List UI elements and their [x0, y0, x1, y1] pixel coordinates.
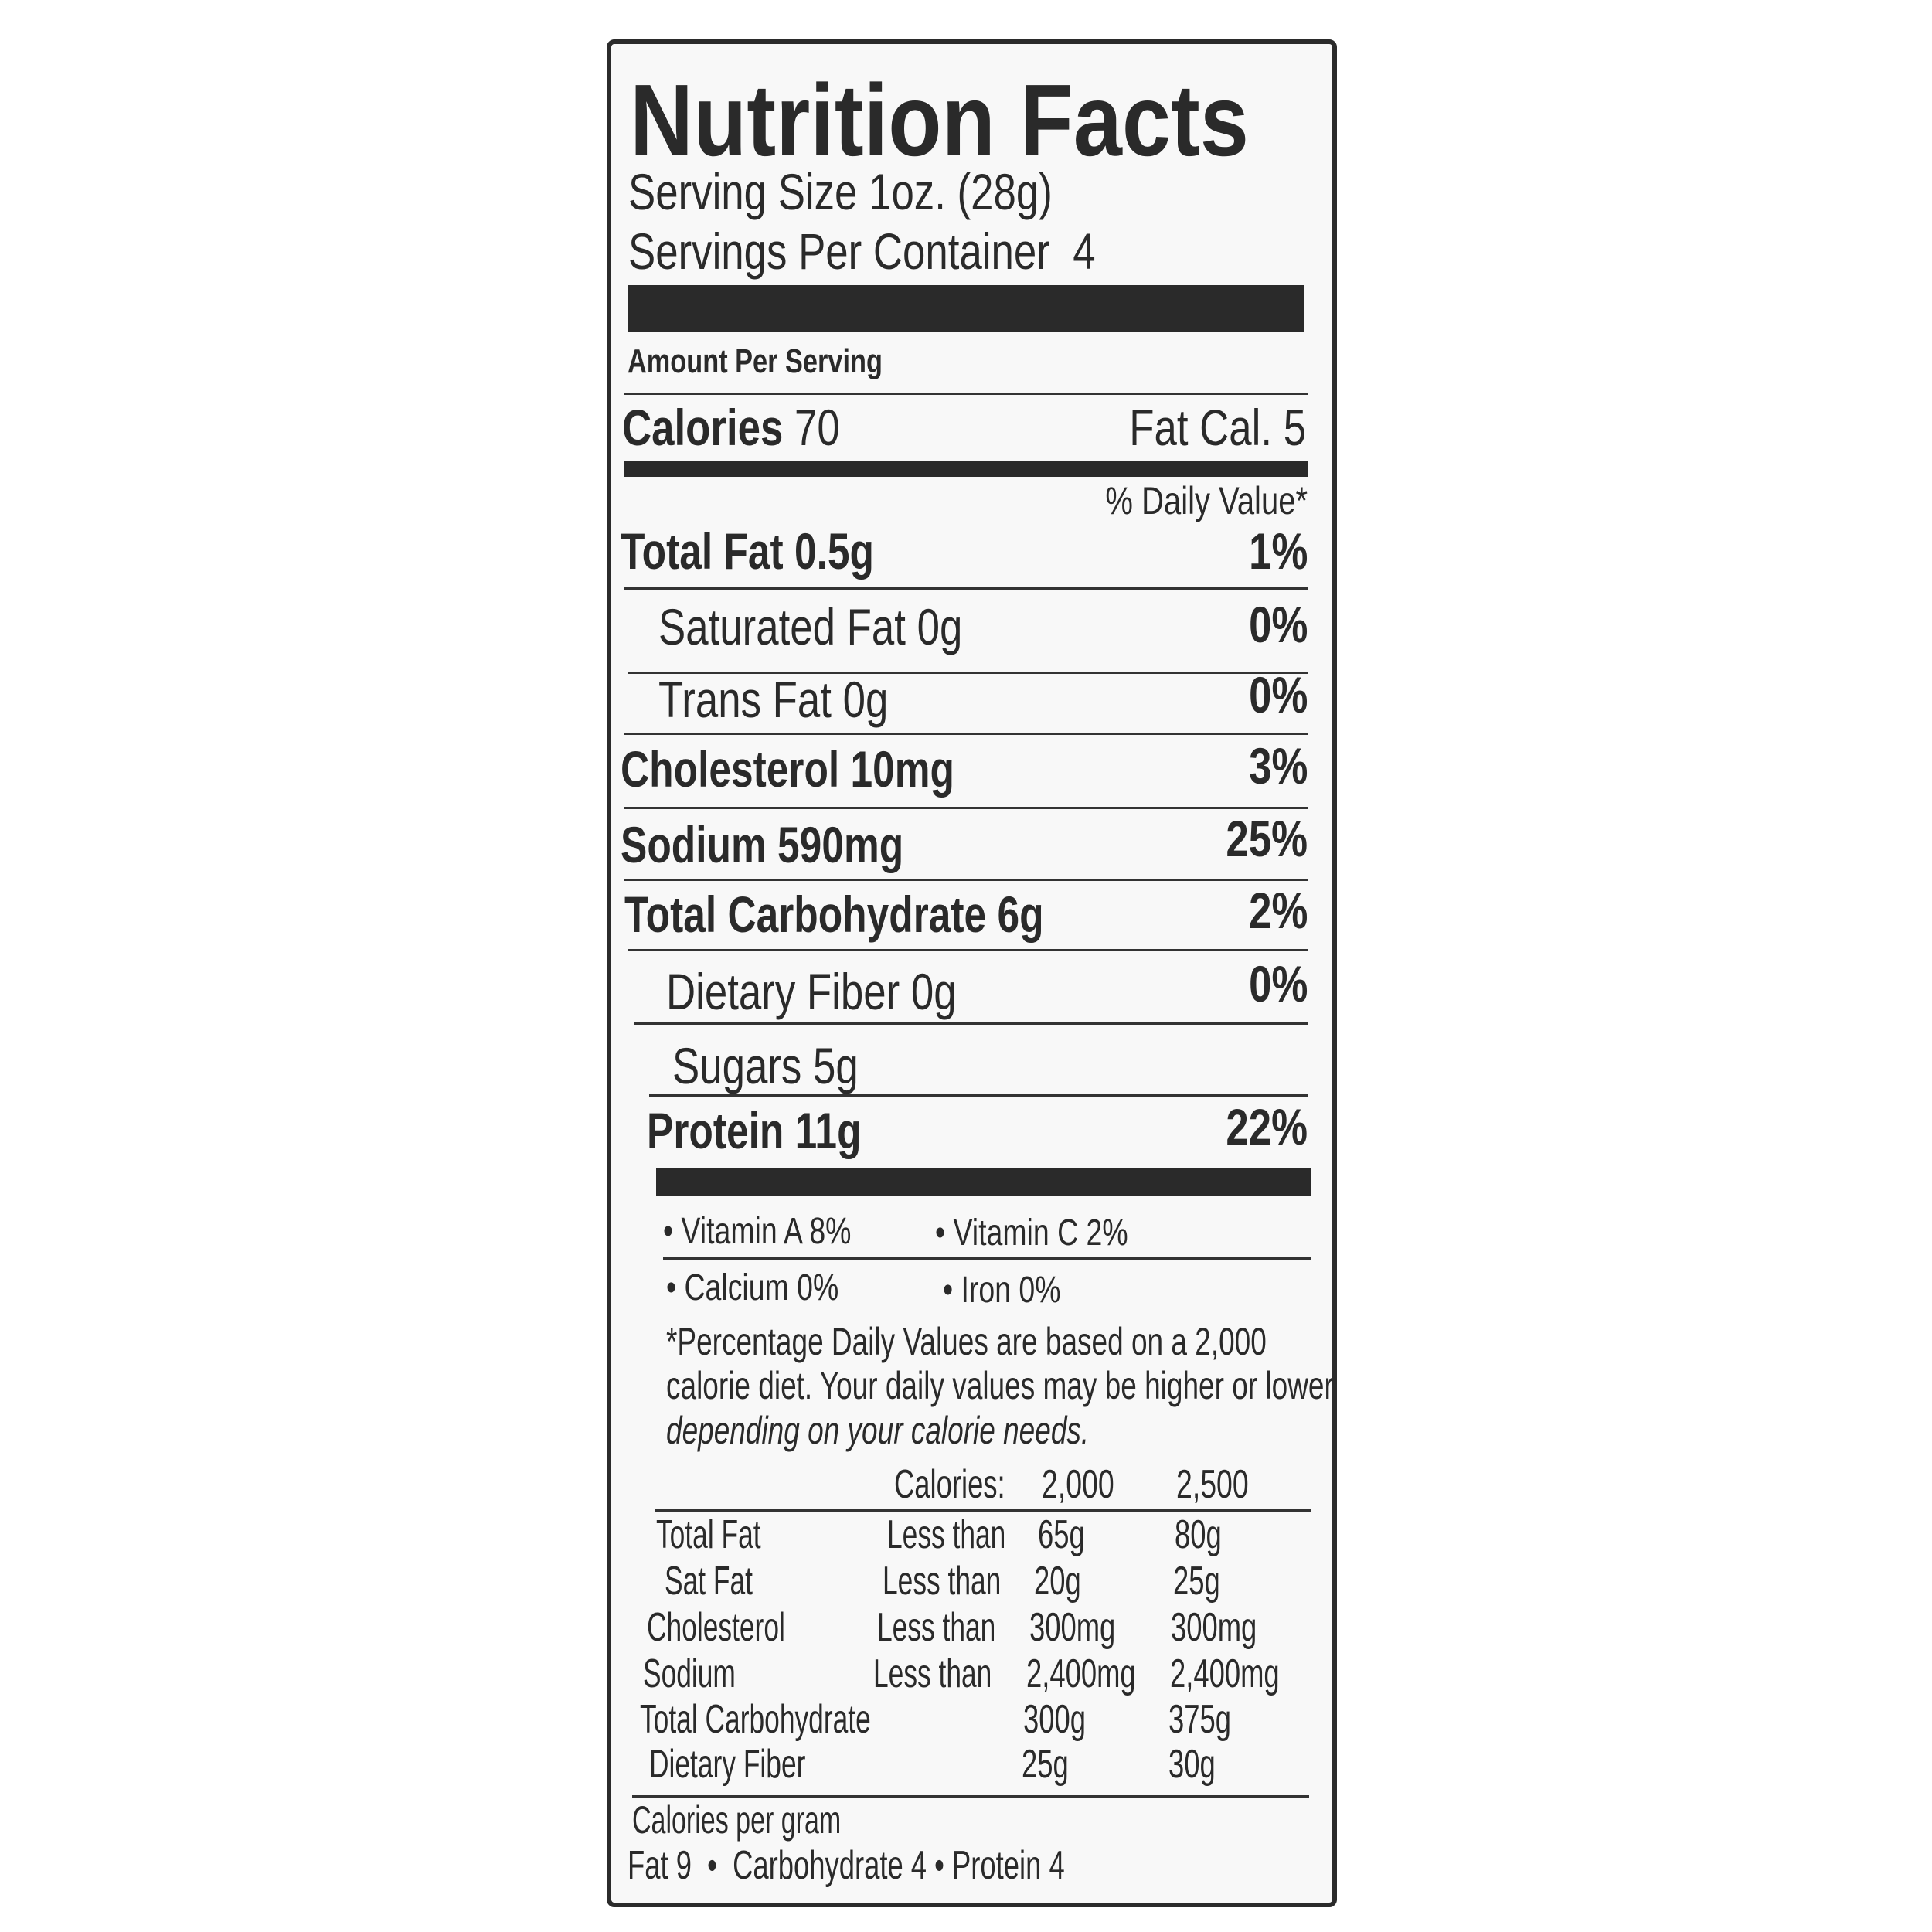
iron: • Iron 0% — [943, 1270, 1061, 1311]
nutrition-facts-label — [607, 39, 1337, 1907]
dv-row-total-carbohydrate-2500: 375g — [1168, 1697, 1231, 1742]
nutrient-saturated-fat: Saturated Fat 0g — [658, 598, 963, 655]
dv-row-total-fat-name: Total Fat — [656, 1512, 761, 1557]
calories-per-gram-values: Fat 9 • Carbohydrate 4 • Protein 4 — [628, 1843, 1065, 1888]
dv-row-sat-fat-qualifier: Less than — [883, 1559, 1002, 1604]
nutrient-cholesterol: Cholesterol 10mg — [621, 740, 954, 798]
dv-trans-fat: 0% — [1248, 666, 1308, 723]
dv-row-sodium-2000: 2,400mg — [1026, 1651, 1136, 1696]
nutrient-total-carbohydrate: Total Carbohydrate 6g — [624, 886, 1044, 943]
divider — [628, 672, 1308, 674]
amount-per-serving: Amount Per Serving — [628, 342, 883, 380]
divider — [634, 1022, 1308, 1025]
footnote-line: *Percentage Daily Values are based on a … — [666, 1320, 1267, 1363]
footnote-line: calorie diet. Your daily values may be h… — [666, 1364, 1334, 1407]
vitamin-c: • Vitamin C 2% — [935, 1213, 1128, 1253]
dv-row-total-fat-2000: 65g — [1038, 1512, 1085, 1557]
calories-row: Calories 70 — [622, 402, 840, 453]
nutrient-dietary-fiber: Dietary Fiber 0g — [666, 963, 957, 1020]
dv-cholesterol: 3% — [1248, 737, 1308, 794]
dv-row-total-carbohydrate-2000: 300g — [1023, 1697, 1086, 1742]
label-title: Nutrition Facts — [630, 63, 1249, 177]
calories-value: 70 — [794, 399, 840, 456]
calories-label: Calories — [622, 399, 784, 456]
dv-total-carbohydrate: 2% — [1248, 882, 1308, 939]
divider — [624, 879, 1308, 881]
nutrient-trans-fat: Trans Fat 0g — [658, 671, 889, 728]
servings-per-container: Servings Per Container 4 — [628, 223, 1096, 280]
dv-row-total-fat-2500: 80g — [1175, 1512, 1222, 1557]
dv-total-fat: 1% — [1248, 522, 1308, 580]
dv-protein: 22% — [1226, 1098, 1308, 1155]
divider — [628, 949, 1308, 951]
dv-row-dietary-fiber-2000: 25g — [1022, 1742, 1069, 1787]
divider — [624, 587, 1308, 590]
dv-table-header-calories: Calories: — [894, 1462, 1005, 1507]
dv-row-cholesterol-name: Cholesterol — [647, 1605, 785, 1650]
divider — [649, 1094, 1308, 1097]
serving-size: Serving Size 1oz. (28g) — [628, 163, 1053, 220]
thick-divider — [628, 285, 1304, 332]
dv-row-total-carbohydrate-name: Total Carbohydrate — [640, 1697, 871, 1742]
divider — [624, 733, 1308, 735]
divider — [655, 1509, 1311, 1512]
divider — [624, 393, 1308, 395]
dv-row-sodium-2500: 2,400mg — [1170, 1651, 1280, 1696]
nutrient-total-fat: Total Fat 0.5g — [621, 522, 874, 580]
dv-row-cholesterol-qualifier: Less than — [877, 1605, 996, 1650]
nutrient-sodium: Sodium 590mg — [621, 816, 904, 873]
calories-per-gram-label: Calories per gram — [632, 1798, 842, 1842]
dv-row-cholesterol-2000: 300mg — [1029, 1605, 1116, 1650]
thick-divider — [656, 1168, 1311, 1196]
dv-table-header-2000: 2,000 — [1042, 1462, 1114, 1507]
dv-table-header-2500: 2,500 — [1176, 1462, 1249, 1507]
divider — [624, 807, 1308, 809]
dv-sodium: 25% — [1226, 810, 1308, 867]
nutrient-protein: Protein 11g — [647, 1102, 862, 1159]
dv-dietary-fiber: 0% — [1248, 955, 1308, 1012]
divider — [632, 1795, 1309, 1798]
medium-divider — [624, 461, 1308, 477]
dv-row-cholesterol-2500: 300mg — [1171, 1605, 1257, 1650]
dv-row-total-fat-qualifier: Less than — [887, 1512, 1006, 1557]
dv-row-sodium-name: Sodium — [643, 1651, 736, 1696]
dv-saturated-fat: 0% — [1248, 596, 1308, 653]
calcium: • Calcium 0% — [666, 1267, 839, 1308]
dv-row-dietary-fiber-name: Dietary Fiber — [649, 1742, 806, 1787]
divider — [663, 1257, 1311, 1260]
dv-row-sat-fat-2000: 20g — [1034, 1559, 1081, 1604]
dv-row-sodium-qualifier: Less than — [873, 1651, 992, 1696]
dv-row-sat-fat-name: Sat Fat — [665, 1559, 753, 1604]
vitamin-a: • Vitamin A 8% — [663, 1211, 852, 1252]
dv-row-sat-fat-2500: 25g — [1173, 1559, 1220, 1604]
nutrient-sugars: Sugars 5g — [672, 1037, 859, 1094]
fat-calories: Fat Cal. 5 — [1129, 399, 1306, 456]
daily-value-header: % Daily Value* — [1105, 479, 1308, 522]
dv-row-dietary-fiber-2500: 30g — [1168, 1742, 1216, 1787]
footnote-line: depending on your calorie needs. — [666, 1409, 1090, 1452]
